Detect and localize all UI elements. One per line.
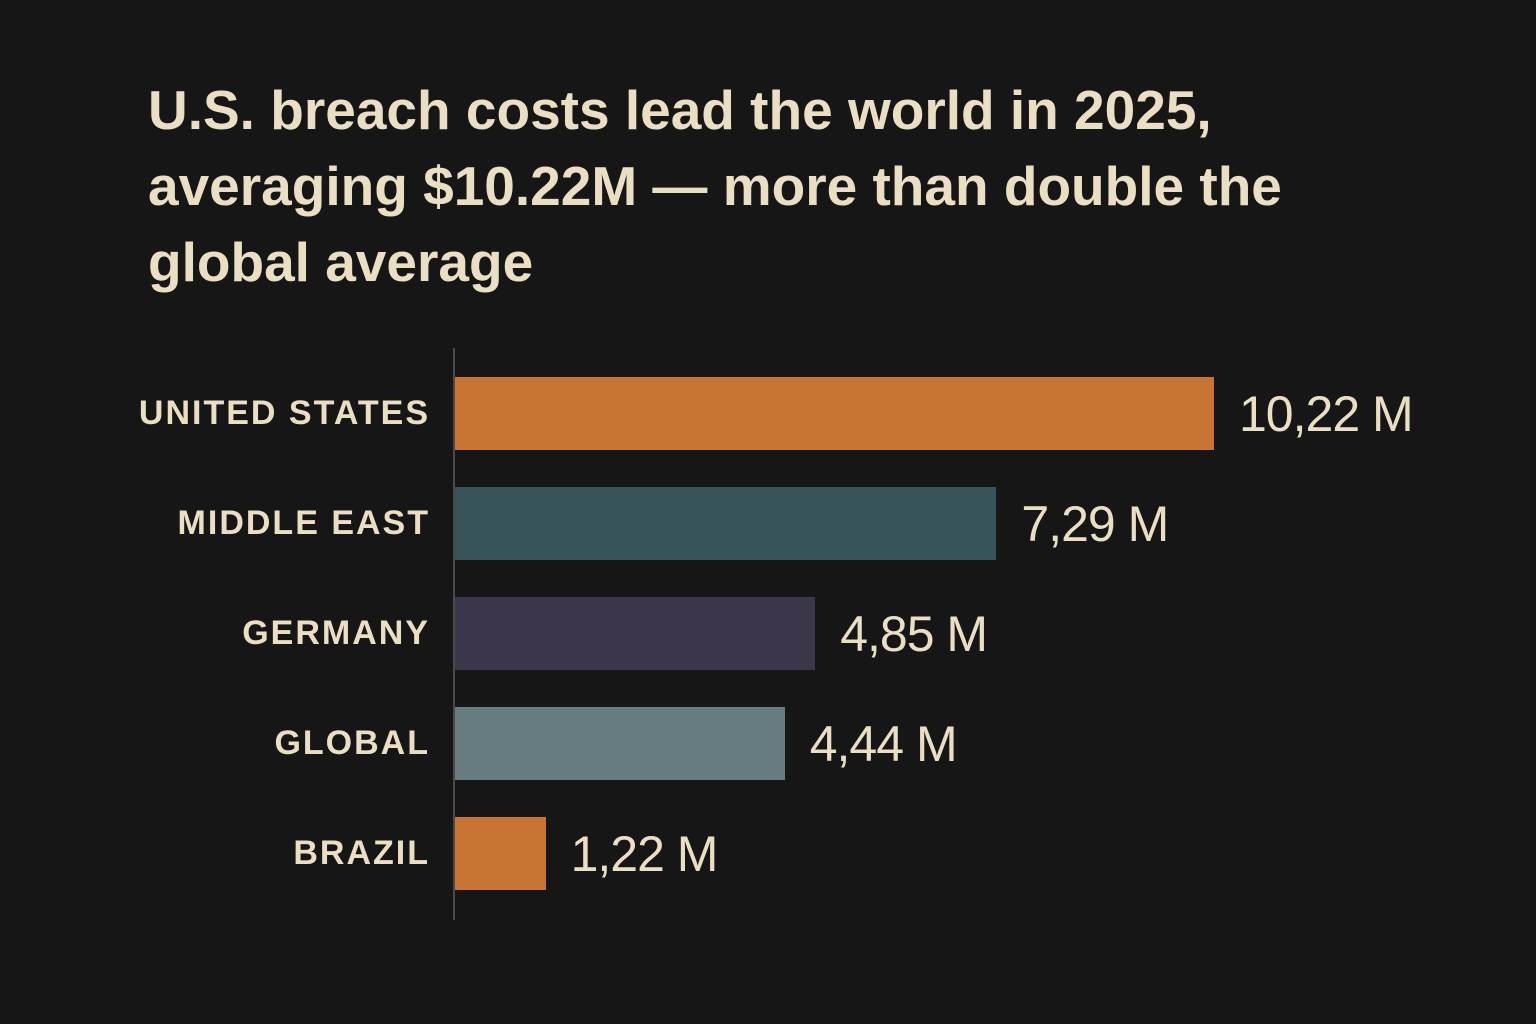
- bar: [455, 597, 816, 670]
- data-label: 10,22 M: [1239, 386, 1414, 442]
- category-label: BRAZIL: [293, 834, 430, 872]
- bar: [455, 487, 997, 560]
- category-label: GERMANY: [242, 614, 430, 652]
- bar: [455, 817, 546, 890]
- y-axis-line: [453, 348, 455, 920]
- category-label: UNITED STATES: [138, 394, 430, 432]
- category-label: MIDDLE EAST: [177, 504, 430, 542]
- bar: [455, 377, 1214, 450]
- data-label: 4,85 M: [840, 606, 988, 662]
- data-label: 1,22 M: [570, 826, 719, 882]
- chart-title: U.S. breach costs lead the world in 2025…: [148, 79, 1282, 293]
- data-label: 4,44 M: [809, 716, 958, 772]
- category-label: GLOBAL: [274, 724, 430, 762]
- data-label: 7,29 M: [1021, 496, 1169, 552]
- bar: [455, 707, 785, 780]
